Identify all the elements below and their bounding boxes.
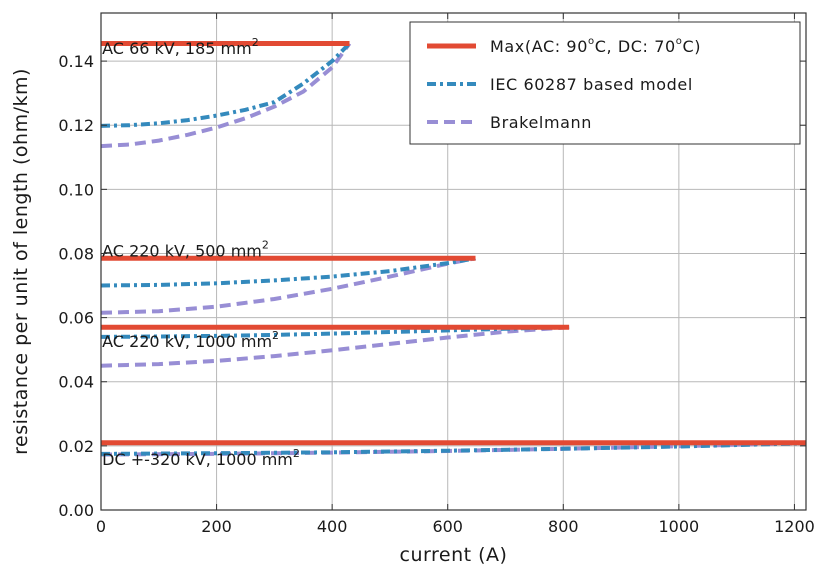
iec-line-3 [100,441,807,456]
legend-label-iec: IEC 60287 based model [490,75,693,94]
brakelmann-line-0 [100,42,352,149]
y-tick-label: 0.14 [58,52,94,71]
iec-line-0 [100,42,351,128]
y-tick-label: 0.02 [58,437,94,456]
cable-label-1: AC 220 kV, 500 mm2 [102,239,269,261]
cable-label-0: AC 66 kV, 185 mm2 [102,36,259,58]
x-tick-label: 600 [432,517,463,536]
y-tick-label: 0.04 [58,373,94,392]
x-axis-label: current (A) [400,544,508,566]
y-tick-label: 0.12 [58,116,94,135]
cable-label-3: DC +-320 kV, 1000 mm2 [102,447,300,469]
y-axis-label: resistance per unit of length (ohm/km) [10,68,32,455]
y-tick-label: 0.08 [58,244,94,263]
annotations: AC 66 kV, 185 mm2 AC 220 kV, 500 mm2 AC 22… [102,36,300,469]
legend-label-max: Max(AC: 90oC, DC: 70oC) [490,36,701,56]
plot-frame [100,12,807,511]
series-layer [100,41,807,457]
plot-border [100,12,807,511]
y-tick-label: 0.06 [58,309,94,328]
y-tick-label: 0.00 [58,501,94,520]
x-tick-label: 1000 [659,517,700,536]
iec-line-1 [100,256,476,288]
legend-label-brak: Brakelmann [490,113,592,132]
y-tick-label: 0.10 [58,180,94,199]
brakelmann-line-2 [100,325,570,368]
cable-label-2: AC 220 kV, 1000 mm2 [102,329,279,351]
legend: Max(AC: 90oC, DC: 70oC) IEC 60287 based m… [409,21,801,145]
x-tick-label: 1200 [774,517,815,536]
x-tick-label: 0 [96,517,106,536]
x-tick-label: 800 [548,517,579,536]
x-tick-label: 200 [201,517,232,536]
tick-labels: 0 200 400 600 800 1000 1200 0.00 0.02 0.04 0.06 0.0… [58,52,814,536]
brakelmann-line-1 [100,256,476,315]
x-tick-label: 400 [317,517,348,536]
